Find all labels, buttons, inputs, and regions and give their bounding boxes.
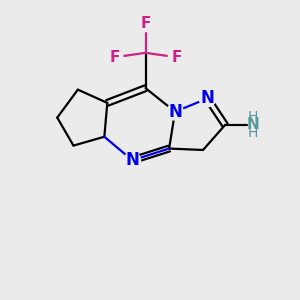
Text: N: N [125, 151, 139, 169]
Text: N: N [168, 103, 182, 121]
Circle shape [168, 49, 185, 65]
Circle shape [249, 110, 278, 140]
Text: F: F [140, 16, 151, 31]
Circle shape [167, 103, 183, 120]
Circle shape [137, 15, 154, 31]
Text: N: N [200, 89, 214, 107]
Text: H: H [248, 110, 258, 124]
Text: N: N [247, 118, 260, 133]
Text: H: H [248, 126, 258, 140]
Text: F: F [110, 50, 120, 65]
Circle shape [199, 90, 216, 107]
Circle shape [124, 152, 141, 169]
Text: F: F [171, 50, 182, 65]
Circle shape [106, 49, 123, 65]
